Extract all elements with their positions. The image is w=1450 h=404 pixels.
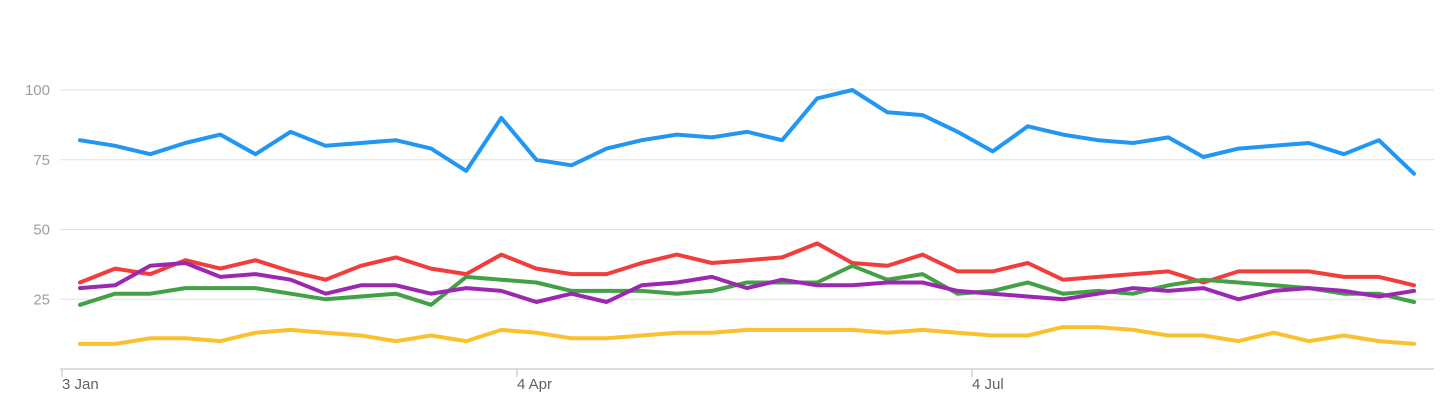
y-tick-label-100: 100 [25, 82, 50, 99]
x-tick-label-0: 3 Jan [62, 376, 99, 393]
y-tick-label-75: 75 [33, 152, 50, 169]
x-axis: 3 Jan 4 Apr 4 Jul [60, 368, 1434, 393]
series-line-4 [78, 325, 1416, 346]
series-line-0 [78, 88, 1416, 176]
series-line-3 [78, 261, 1416, 304]
y-tick-label-25: 25 [33, 291, 50, 308]
gridlines [60, 89, 1434, 300]
x-tick-label-2: 4 Jul [972, 376, 1004, 393]
y-axis-labels: 25 50 75 100 [25, 82, 50, 308]
series-line-2 [78, 263, 1416, 307]
series-line-1 [78, 241, 1416, 288]
y-tick-label-50: 50 [33, 222, 50, 239]
series-lines [78, 88, 1416, 346]
x-tick-label-1: 4 Apr [517, 376, 552, 393]
